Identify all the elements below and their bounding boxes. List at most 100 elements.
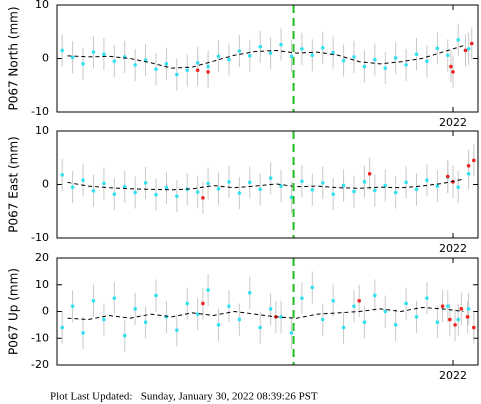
data-point xyxy=(175,194,179,199)
data-point xyxy=(440,304,445,308)
data-point xyxy=(60,325,65,330)
data-point xyxy=(331,299,335,303)
data-point xyxy=(320,46,325,50)
data-point xyxy=(404,63,408,67)
y-tick-label: 10 xyxy=(35,278,49,291)
data-point xyxy=(216,323,221,327)
data-point xyxy=(216,186,221,191)
y-tick-label: 10 xyxy=(35,0,49,11)
data-point xyxy=(404,301,408,306)
data-point xyxy=(258,325,263,330)
data-point xyxy=(201,301,205,306)
data-point xyxy=(362,64,367,69)
data-point xyxy=(164,62,169,66)
x-tick-label: 2022 xyxy=(439,369,467,382)
data-point xyxy=(154,293,158,298)
x-tick-label: 2022 xyxy=(439,116,467,129)
data-point xyxy=(81,331,85,335)
data-point xyxy=(466,47,471,51)
data-point xyxy=(279,315,283,319)
data-point xyxy=(331,50,335,55)
data-point xyxy=(227,180,231,184)
data-point xyxy=(445,304,450,308)
data-point xyxy=(164,185,169,190)
plot-frame xyxy=(56,130,479,239)
data-point xyxy=(81,178,85,183)
data-point xyxy=(445,174,450,179)
data-point xyxy=(289,195,294,200)
footer: Plot Last Updated: Sunday, January 30, 2… xyxy=(50,391,318,403)
data-point xyxy=(289,54,294,59)
y-axis-label: P067 North (mm) xyxy=(7,6,21,110)
y-tick-label: 10 xyxy=(35,124,49,137)
data-point xyxy=(300,179,304,184)
data-point xyxy=(112,59,117,63)
data-point xyxy=(154,192,158,197)
data-point xyxy=(70,304,75,308)
data-point xyxy=(258,187,263,192)
data-point xyxy=(133,307,137,311)
data-point xyxy=(383,183,388,188)
data-point xyxy=(414,315,419,319)
data-point xyxy=(352,304,356,308)
data-point xyxy=(414,187,419,192)
data-point xyxy=(112,192,117,196)
data-point xyxy=(143,320,148,325)
data-point xyxy=(472,158,476,163)
data-point xyxy=(237,191,242,195)
data-point xyxy=(185,68,190,73)
data-point xyxy=(448,317,452,322)
data-point xyxy=(102,52,106,57)
data-point xyxy=(362,180,367,184)
data-point xyxy=(451,70,455,74)
data-point xyxy=(258,44,263,49)
y-tick-label: -20 xyxy=(31,358,49,371)
data-point xyxy=(122,333,127,338)
data-point xyxy=(247,180,252,185)
data-point xyxy=(247,290,252,295)
data-point xyxy=(341,58,346,63)
data-point xyxy=(216,54,221,59)
data-point xyxy=(122,184,127,189)
data-point xyxy=(453,323,457,327)
data-point xyxy=(310,285,315,290)
data-point xyxy=(201,196,205,200)
data-point xyxy=(143,181,148,185)
data-point xyxy=(70,185,75,189)
model-line xyxy=(67,306,464,321)
data-point xyxy=(206,70,210,74)
data-point xyxy=(300,47,304,51)
data-point xyxy=(206,181,210,186)
data-point xyxy=(373,188,377,193)
data-point xyxy=(195,68,200,73)
data-point xyxy=(206,288,210,292)
data-point xyxy=(91,189,96,193)
data-point xyxy=(352,55,356,59)
data-point xyxy=(459,307,464,311)
y-tick-label: 20 xyxy=(35,251,49,264)
data-point xyxy=(425,59,429,63)
data-point xyxy=(195,190,200,194)
data-point xyxy=(102,317,106,322)
data-point xyxy=(206,64,210,69)
plot-frame xyxy=(56,4,479,113)
data-point xyxy=(383,66,388,70)
data-point xyxy=(60,173,65,177)
data-point xyxy=(404,180,408,185)
data-point xyxy=(237,317,242,322)
data-point xyxy=(81,62,85,66)
data-point xyxy=(227,57,231,62)
data-point xyxy=(425,296,429,300)
data-point xyxy=(357,299,362,303)
data-point xyxy=(175,328,179,333)
data-point xyxy=(466,307,471,311)
data-point xyxy=(383,309,388,314)
data-point xyxy=(456,317,461,322)
data-point xyxy=(195,312,200,316)
data-point xyxy=(341,183,346,188)
data-point xyxy=(472,325,476,330)
data-point xyxy=(91,50,96,54)
data-point xyxy=(60,48,65,53)
model-line xyxy=(67,45,464,69)
